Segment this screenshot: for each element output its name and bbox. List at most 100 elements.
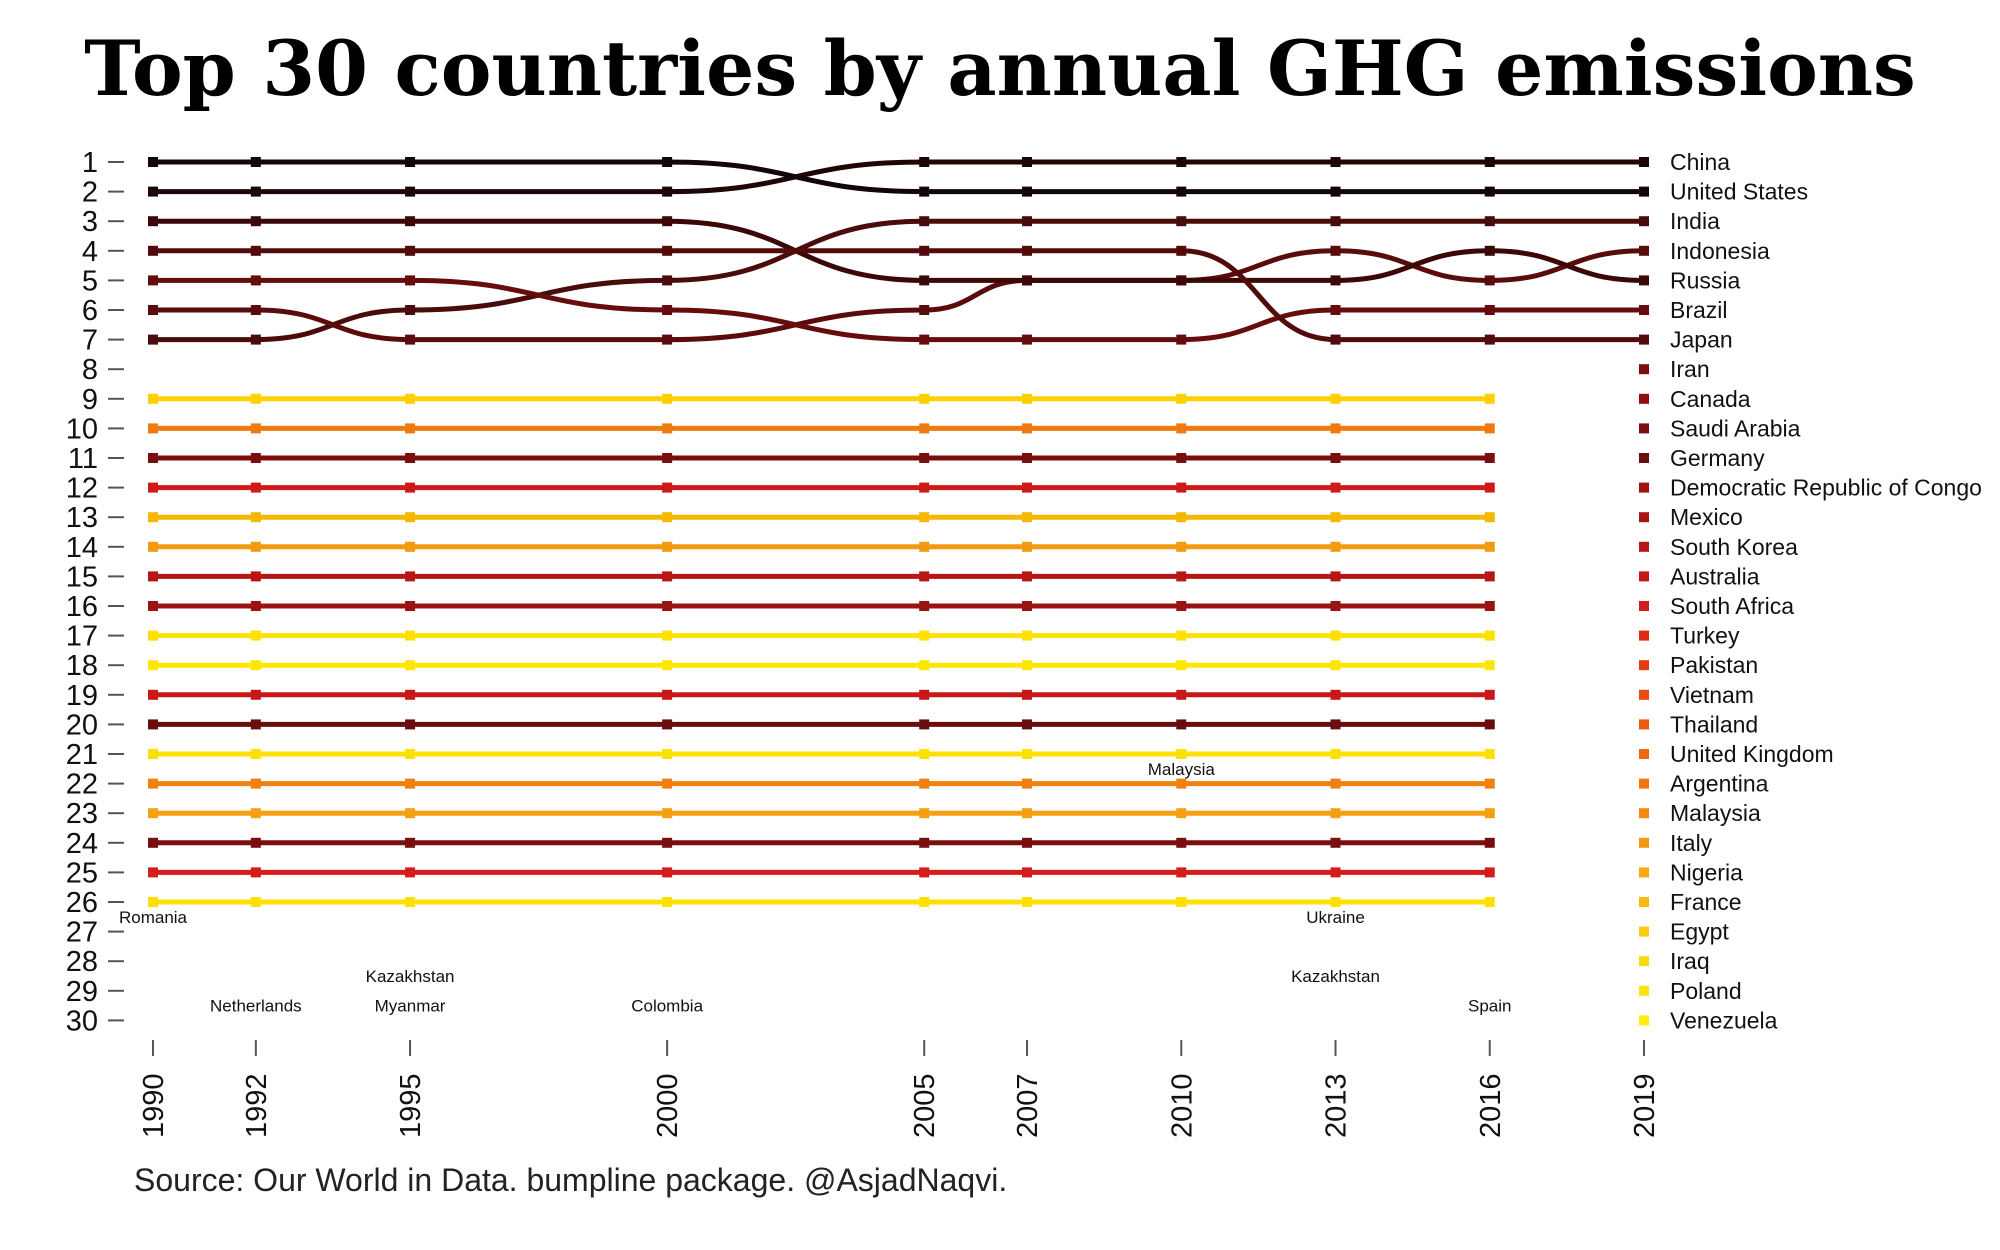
annotation-label: Malaysia xyxy=(1148,760,1216,779)
series-point xyxy=(1484,453,1495,463)
series-point xyxy=(662,601,673,611)
series-point xyxy=(662,630,673,641)
series-point xyxy=(1639,512,1649,523)
series-label: Egypt xyxy=(1670,919,1729,945)
series-point xyxy=(1330,541,1341,552)
series-point xyxy=(148,482,158,493)
series-point xyxy=(250,245,261,256)
series-point xyxy=(1022,245,1033,256)
series-point xyxy=(1022,512,1033,523)
y-tick-label: 9 xyxy=(82,384,98,416)
series-point xyxy=(1176,808,1187,819)
series-label: Germany xyxy=(1670,445,1765,471)
series-point xyxy=(919,867,930,878)
annotation-label: Ukraine xyxy=(1306,908,1365,927)
series-point xyxy=(1484,808,1495,819)
y-tick-label: 15 xyxy=(66,561,98,593)
series-point xyxy=(1330,423,1341,434)
series-line xyxy=(150,159,1647,195)
series-point xyxy=(250,305,261,315)
series-point xyxy=(1484,541,1495,552)
series-point xyxy=(405,512,416,523)
y-tick-label: 13 xyxy=(66,502,98,534)
series-point xyxy=(919,630,930,641)
series-point xyxy=(919,393,930,404)
series-point xyxy=(919,305,930,315)
series-point xyxy=(1639,778,1649,789)
series-point xyxy=(405,778,416,789)
series-point xyxy=(148,719,158,730)
series-point xyxy=(1176,423,1187,434)
series-line xyxy=(150,248,1647,343)
y-tick-label: 6 xyxy=(82,295,98,327)
x-tick-label: 2005 xyxy=(909,1073,941,1138)
series-point xyxy=(148,571,158,582)
series-point xyxy=(405,749,416,759)
series-point xyxy=(148,660,158,671)
series-point xyxy=(405,897,416,907)
series-point xyxy=(148,512,158,523)
series-point xyxy=(1022,334,1033,345)
series-point xyxy=(1639,689,1649,700)
series-point xyxy=(405,453,416,463)
series-point xyxy=(405,216,416,227)
series-point xyxy=(148,157,158,167)
series-point xyxy=(1330,157,1341,167)
series-point xyxy=(250,778,261,789)
series-point xyxy=(148,867,158,878)
series-point xyxy=(405,867,416,878)
x-tick-label: 2000 xyxy=(652,1073,684,1138)
y-tick-label: 18 xyxy=(66,650,98,682)
series-point xyxy=(1176,393,1187,404)
series-label: Italy xyxy=(1670,830,1713,856)
series-point xyxy=(148,216,158,227)
series-point xyxy=(1330,482,1341,493)
series-point xyxy=(405,571,416,582)
series-point xyxy=(1176,601,1187,611)
series-point xyxy=(1639,482,1649,493)
series-label: Russia xyxy=(1670,267,1741,293)
series-point xyxy=(662,689,673,700)
y-tick-label: 1 xyxy=(82,147,98,179)
series-point xyxy=(662,660,673,671)
series-point xyxy=(1484,837,1495,848)
series-point xyxy=(405,601,416,611)
y-tick-label: 16 xyxy=(66,591,98,623)
y-tick-label: 19 xyxy=(66,680,98,712)
series-label: Malaysia xyxy=(1670,800,1761,826)
lines-layer xyxy=(150,159,1647,905)
series-point xyxy=(405,393,416,404)
series-point xyxy=(250,808,261,819)
chart-title: Top 30 countries by annual GHG emissions xyxy=(84,24,1916,113)
series-label: France xyxy=(1670,889,1742,915)
series-label: Nigeria xyxy=(1670,859,1743,885)
y-tick-label: 11 xyxy=(68,443,98,475)
series-point xyxy=(1022,275,1033,286)
series-point xyxy=(919,245,930,256)
series-point xyxy=(250,601,261,611)
y-tick-label: 22 xyxy=(66,769,98,801)
series-point xyxy=(405,660,416,671)
series-line xyxy=(150,277,1647,343)
series-point xyxy=(1639,245,1649,256)
series-point xyxy=(148,897,158,907)
series-point xyxy=(1484,275,1495,286)
series-point xyxy=(250,482,261,493)
series-point xyxy=(1330,216,1341,227)
series-label: Mexico xyxy=(1670,504,1743,530)
series-point xyxy=(1484,216,1495,227)
source-note: Source: Our World in Data. bumpline pack… xyxy=(134,1162,1008,1198)
series-point xyxy=(405,482,416,493)
series-point xyxy=(1022,808,1033,819)
series-point xyxy=(1484,897,1495,907)
series-point xyxy=(919,897,930,907)
series-label: Brazil xyxy=(1670,297,1728,323)
series-point xyxy=(405,245,416,256)
series-point xyxy=(919,719,930,730)
series-point xyxy=(405,423,416,434)
series-point xyxy=(1176,186,1187,197)
series-point xyxy=(405,157,416,167)
x-tick-label: 2007 xyxy=(1012,1073,1044,1138)
series-point xyxy=(1639,186,1649,197)
series-point xyxy=(662,157,673,167)
